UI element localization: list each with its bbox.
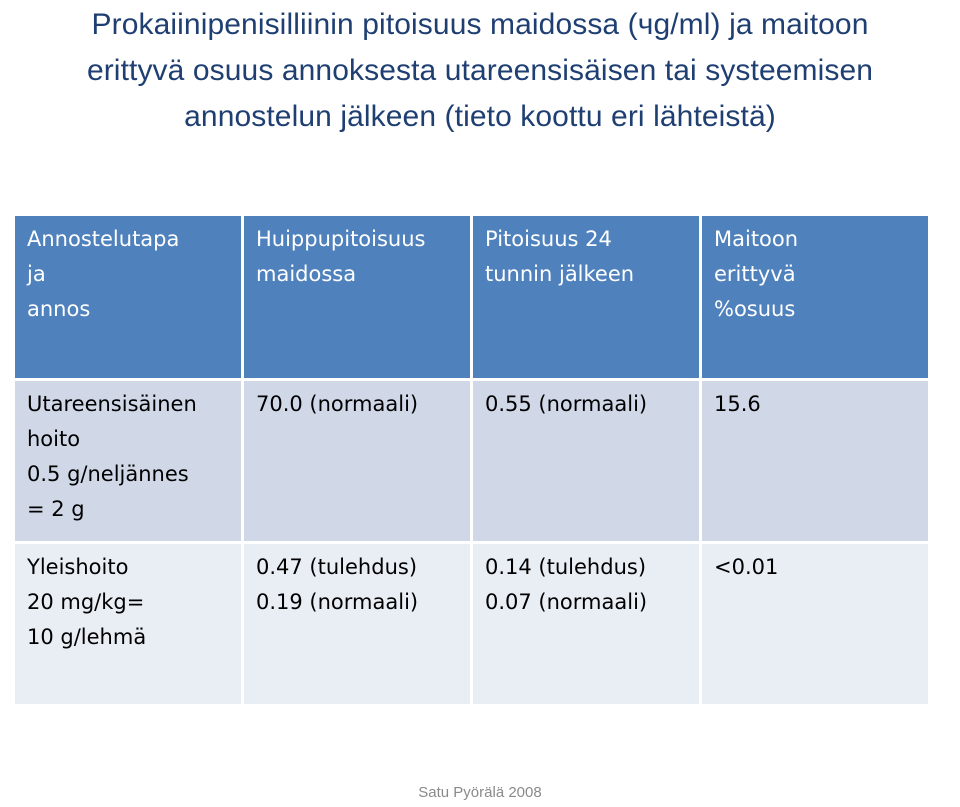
penicillin-table: Annostelutapa ja annos Huippupitoisuus m… [12, 213, 931, 707]
header-24h-concentration: Pitoisuus 24 tunnin jälkeen [470, 213, 702, 381]
header-administration: Annostelutapa ja annos [12, 213, 244, 381]
header-text: erittyvä [714, 262, 796, 286]
header-text: annos [27, 297, 91, 321]
table-row: Yleishoito 20 mg/kg= 10 g/lehmä 0.47 (tu… [12, 541, 931, 707]
table-header-row: Annostelutapa ja annos Huippupitoisuus m… [12, 213, 931, 381]
cell-text: 0.47 (tulehdus) [256, 555, 418, 579]
table-cell: 15.6 [699, 378, 931, 544]
header-text: %osuus [714, 297, 796, 321]
header-peak-concentration: Huippupitoisuus maidossa [241, 213, 473, 381]
title-line-1: Prokaiinipenisilliinin pitoisuus maidoss… [91, 8, 869, 41]
title-line-3: annostelun jälkeen (tieto koottu eri läh… [184, 100, 776, 133]
footer-credit: Satu Pyörälä 2008 [418, 784, 542, 801]
table-row: Utareensisäinen hoito 0.5 g/neljännes = … [12, 378, 931, 544]
header-text: ja [27, 262, 46, 286]
cell-text: 10 g/lehmä [27, 625, 147, 649]
table-cell: 0.55 (normaali) [470, 378, 702, 544]
table-cell: <0.01 [699, 541, 931, 707]
cell-text: 20 mg/kg= [27, 590, 145, 614]
cell-text: Utareensisäinen [27, 392, 197, 416]
header-text: Maitoon [714, 227, 799, 251]
cell-text: 0.55 (normaali) [485, 392, 648, 416]
cell-text: 70.0 (normaali) [256, 392, 419, 416]
cell-text: 0.5 g/neljännes [27, 462, 189, 486]
cell-text: 0.14 (tulehdus) [485, 555, 647, 579]
header-text: tunnin jälkeen [485, 262, 635, 286]
table-cell: 0.14 (tulehdus) 0.07 (normaali) [470, 541, 702, 707]
header-text: maidossa [256, 262, 357, 286]
header-text: Annostelutapa [27, 227, 180, 251]
header-text: Pitoisuus 24 [485, 227, 612, 251]
table-cell: 0.47 (tulehdus) 0.19 (normaali) [241, 541, 473, 707]
cell-text: 0.07 (normaali) [485, 590, 648, 614]
cell-text: 0.19 (normaali) [256, 590, 419, 614]
table-cell: Yleishoito 20 mg/kg= 10 g/lehmä [12, 541, 244, 707]
cell-text: hoito [27, 427, 81, 451]
cell-text: <0.01 [714, 555, 779, 579]
cell-text: Yleishoito [27, 555, 129, 579]
cell-text: 15.6 [714, 392, 761, 416]
title-line-2: erittyvä osuus annoksesta utareensisäise… [86, 54, 874, 87]
header-text: Huippupitoisuus [256, 227, 426, 251]
cell-text: = 2 g [27, 497, 85, 521]
header-excreted-share: Maitoon erittyvä %osuus [699, 213, 931, 381]
table-cell: Utareensisäinen hoito 0.5 g/neljännes = … [12, 378, 244, 544]
table-cell: 70.0 (normaali) [241, 378, 473, 544]
slide-title: Prokaiinipenisilliinin pitoisuus maidoss… [0, 2, 960, 140]
